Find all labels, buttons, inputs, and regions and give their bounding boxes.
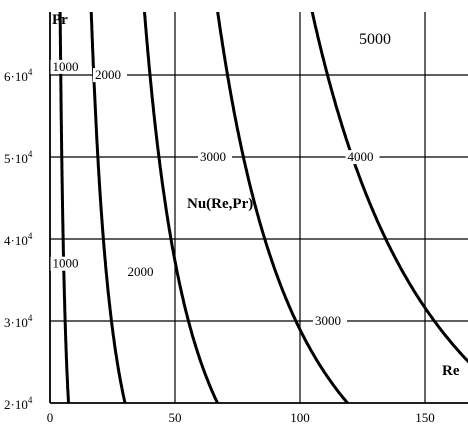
contour-label-bg	[345, 150, 380, 165]
contour-label-bg	[125, 264, 160, 279]
contour-label-bg	[198, 150, 232, 165]
y-tick-exponent: 4	[28, 231, 33, 241]
x-axis-title: Re	[442, 363, 460, 379]
contour-label-4000: 4000	[348, 149, 374, 164]
contour-label-bg	[50, 59, 85, 74]
y-tick-label: 5·104	[4, 149, 33, 166]
contour-label-bg	[50, 256, 85, 271]
contour-line-1000	[58, 12, 70, 403]
contour-label-1000: 1000	[53, 256, 79, 271]
y-axis-title: Pr	[52, 12, 68, 28]
y-tick-exponent: 4	[28, 67, 33, 77]
y-tick-label: 2·104	[4, 395, 33, 412]
y-tick-exponent: 4	[28, 149, 33, 159]
x-tick-label: 150	[415, 410, 435, 425]
x-tick-label: 100	[290, 410, 310, 425]
contour-line-3000	[143, 12, 219, 403]
contour-line-5000	[310, 12, 468, 364]
function-label: Nu(Re,Pr)	[187, 196, 253, 212]
contour-label-bg	[313, 314, 347, 329]
axes	[49, 12, 468, 404]
contour-label-3000: 3000	[200, 149, 226, 164]
x-tick-label: 0	[47, 410, 54, 425]
contour-label-2000: 2000	[95, 67, 121, 82]
contour-line-4000	[216, 12, 349, 403]
contour-label-bg	[93, 68, 127, 83]
contour-label-1000: 1000	[53, 59, 79, 74]
y-tick-label: 6·104	[4, 67, 33, 84]
contour-label-2000: 2000	[128, 264, 154, 279]
x-tick-label: 50	[169, 410, 182, 425]
y-tick-label: 3·104	[4, 313, 33, 330]
contour-label-3000: 3000	[315, 313, 341, 328]
y-tick-exponent: 4	[28, 313, 33, 323]
labels: Pr Re Nu(Re,Pr) 5000 0 50 100 150 2·104 3·104…	[4, 12, 460, 425]
level-label-5000: 5000	[359, 31, 391, 48]
y-tick-label: 4·104	[4, 231, 33, 248]
y-tick-exponent: 4	[28, 395, 33, 405]
